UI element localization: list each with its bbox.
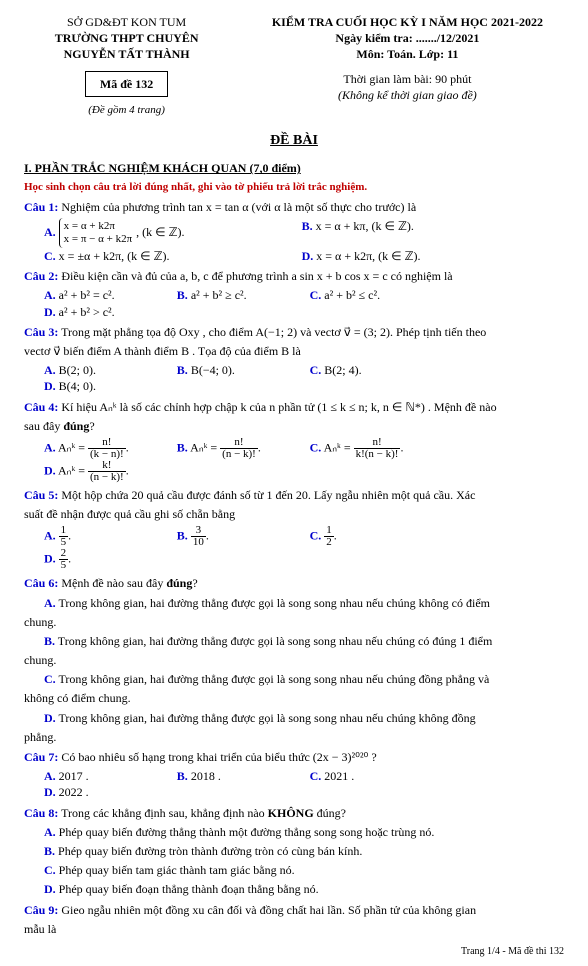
- q1-C: C. x = ±α + k2π, (k ∈ ℤ).: [44, 248, 302, 264]
- q1-A: A. x = α + k2π x = π − α + k2π , (k ∈ ℤ)…: [44, 218, 302, 248]
- q5-D: D. 25.: [44, 548, 177, 571]
- note: (Không kể thời gian giao đề): [251, 87, 564, 103]
- q5-t2: suất đề nhận được quả cầu ghi số chẵn bằ…: [24, 506, 564, 522]
- header-left: SỞ GD&ĐT KON TUM TRƯỜNG THPT CHUYÊN NGUY…: [24, 14, 229, 118]
- q3-B: B. B(−4; 0).: [177, 362, 310, 378]
- q6-C1: Trong không gian, hai đường thẳng được g…: [56, 672, 490, 686]
- q4-D: D. Aₙᵏ = k!(n − k)!.: [44, 460, 177, 483]
- q2-D: D. a² + b² > c².: [44, 304, 177, 320]
- thoigian: Thời gian làm bài: 90 phút: [251, 71, 564, 87]
- q1-D: D. x = α + k2π, (k ∈ ℤ).: [302, 248, 560, 264]
- q3-D: D. B(4; 0).: [44, 378, 177, 394]
- q4-B: B. Aₙᵏ = n!(n − k)!.: [177, 437, 310, 460]
- de-gom: (Đề gồm 4 trang): [24, 103, 229, 118]
- q9-t2: mẫu là: [24, 921, 564, 937]
- q3-label: Câu 3:: [24, 325, 58, 339]
- q2-A: A. a² + b² = c².: [44, 287, 177, 303]
- q2-B: B. a² + b² ≥ c².: [177, 287, 310, 303]
- de-bai-title: ĐỀ BÀI: [24, 132, 564, 151]
- q8-label: Câu 8:: [24, 806, 58, 820]
- q1-B: B. x = α + kπ, (k ∈ ℤ).: [302, 218, 560, 248]
- q7-D: D. 2022 .: [44, 784, 177, 800]
- q4-t1: Kí hiệu Aₙᵏ là số các chỉnh hợp chập k c…: [58, 400, 496, 414]
- q7-text: Có bao nhiêu số hạng trong khai triển củ…: [58, 750, 376, 764]
- exam-title: KIỂM TRA CUỐI HỌC KỲ I NĂM HỌC 2021-2022: [251, 14, 564, 30]
- school1: TRƯỜNG THPT CHUYÊN: [24, 30, 229, 46]
- ma-de: Mã đề 132: [85, 71, 168, 97]
- q5-t1: Một hộp chứa 20 quả cầu được đánh số từ …: [58, 488, 475, 502]
- q4-t2: sau đây: [24, 419, 63, 433]
- header-right: KIỂM TRA CUỐI HỌC KỲ I NĂM HỌC 2021-2022…: [251, 14, 564, 118]
- q4-A: A. Aₙᵏ = n!(k − n)!.: [44, 437, 177, 460]
- q6-D1: Trong không gian, hai đường thẳng được g…: [56, 711, 476, 725]
- q3-t1: Trong mặt phẳng tọa độ Oxy , cho điểm A(…: [58, 325, 486, 339]
- sogd: SỞ GD&ĐT KON TUM: [24, 14, 229, 30]
- q2-text: Điều kiện cần và đủ của a, b, c để phươn…: [58, 269, 452, 283]
- q3-A: A. B(2; 0).: [44, 362, 177, 378]
- mon: Môn: Toán. Lớp: 11: [251, 46, 564, 62]
- q7-A: A. 2017 .: [44, 768, 177, 784]
- q6-C2: không có điểm chung.: [24, 690, 564, 706]
- q5-A: A. 15.: [44, 525, 177, 548]
- q6-A1: Trong không gian, hai đường thẳng được g…: [56, 596, 490, 610]
- q1-label: Câu 1:: [24, 200, 58, 214]
- q2-C: C. a² + b² ≤ c².: [310, 287, 443, 303]
- q8-D: Phép quay biến đoạn thẳng thành đoạn thẳ…: [56, 882, 319, 896]
- q4-C: C. Aₙᵏ = n!k!(n − k)!.: [310, 437, 443, 460]
- q6-B1: Trong không gian, hai đường thẳng được g…: [55, 634, 492, 648]
- q8-C: Phép quay biến tam giác thành tam giác b…: [56, 863, 295, 877]
- q8-A: Phép quay biến đường thẳng thành một đườ…: [56, 825, 435, 839]
- q6-label: Câu 6:: [24, 576, 58, 590]
- q3-t2: vectơ v⃗ biến điểm A thành điểm B . Tọa …: [24, 343, 564, 359]
- school2: NGUYỄN TẤT THÀNH: [24, 46, 229, 62]
- q4-label: Câu 4:: [24, 400, 58, 414]
- q5-B: B. 310.: [177, 525, 310, 548]
- q7-B: B. 2018 .: [177, 768, 310, 784]
- footer: Trang 1/4 - Mã đề thi 132: [24, 945, 564, 959]
- exam-date: Ngày kiểm tra: ......./12/2021: [251, 30, 564, 46]
- q9-t1: Gieo ngẫu nhiên một đồng xu cân đối và đ…: [58, 903, 476, 917]
- q7-C: C. 2021 .: [310, 768, 443, 784]
- q6-B2: chung.: [24, 652, 564, 668]
- q5-label: Câu 5:: [24, 488, 58, 502]
- q1-text: Nghiệm của phương trình tan x = tan α (v…: [58, 200, 416, 214]
- q6-D2: phẳng.: [24, 729, 564, 745]
- q8-B: Phép quay biến đường tròn thành đường tr…: [55, 844, 362, 858]
- part1-head: I. PHẦN TRẮC NGHIỆM KHÁCH QUAN (7,0 điểm…: [24, 161, 301, 175]
- q3-C: C. B(2; 4).: [310, 362, 443, 378]
- instruction: Học sinh chọn câu trả lời đúng nhất, ghi…: [24, 180, 564, 195]
- q4-key: đúng: [63, 419, 89, 433]
- q5-C: C. 12.: [310, 525, 443, 548]
- q9-label: Câu 9:: [24, 903, 58, 917]
- q6-A2: chung.: [24, 614, 564, 630]
- q7-label: Câu 7:: [24, 750, 58, 764]
- q2-label: Câu 2:: [24, 269, 58, 283]
